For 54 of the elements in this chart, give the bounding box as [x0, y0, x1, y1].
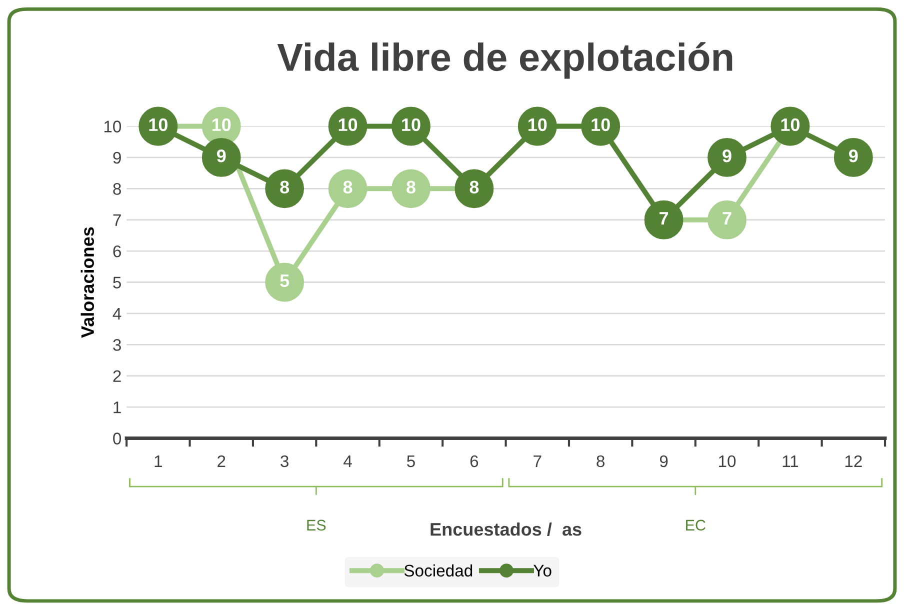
x-tick-label: 3 [280, 455, 288, 468]
y-tick-label: 0 [113, 432, 122, 444]
y-tick-label: 9 [113, 152, 121, 164]
data-label: 9 [849, 150, 858, 162]
data-label: 10 [338, 118, 358, 132]
x-axis-title: Encuestados / as [430, 522, 582, 536]
x-tick-label: 12 [845, 455, 862, 467]
data-label: 9 [216, 150, 226, 162]
y-tick-label: 4 [112, 308, 122, 320]
point [265, 169, 304, 208]
point [708, 200, 746, 240]
legend-label: Sociedad [404, 564, 472, 577]
x-tick-label: 7 [534, 456, 542, 467]
data-label: 8 [280, 180, 290, 194]
point [708, 138, 746, 177]
y-tick-label: 8 [113, 183, 121, 195]
x-tick-label: 6 [470, 455, 478, 468]
legend-label: Yo [534, 564, 552, 577]
x-tick-label: 5 [407, 456, 415, 468]
data-label: 7 [722, 212, 732, 225]
point [202, 138, 241, 177]
x-tick-label: 8 [596, 455, 605, 468]
x-tick-label: 9 [660, 455, 668, 468]
y-tick-label: 1 [114, 402, 121, 414]
chart-title: Vida libre de explotación [277, 42, 732, 79]
y-tick-label: 10 [104, 120, 122, 132]
x-tick-label: 1 [154, 456, 162, 467]
data-label: 8 [343, 180, 352, 194]
x-tick-label: 4 [344, 456, 352, 467]
x-tick-label: 11 [782, 456, 798, 467]
point [328, 169, 368, 208]
x-tick-label: 2 [218, 455, 226, 467]
data-label: 7 [660, 212, 668, 225]
data-label: 10 [402, 118, 420, 132]
x-tick-label: 10 [719, 455, 736, 468]
y-axis-title: Valoraciones [80, 227, 94, 338]
data-label: 10 [592, 118, 610, 132]
data-label: 5 [280, 274, 290, 288]
point [265, 262, 304, 302]
data-label: 8 [470, 180, 479, 194]
y-tick-label: 2 [113, 370, 121, 382]
y-tick-label: 6 [113, 245, 121, 258]
data-label: 10 [781, 118, 800, 132]
y-tick-label: 5 [113, 276, 121, 288]
data-label: 9 [722, 150, 732, 162]
data-label: 8 [406, 180, 416, 194]
data-label: 10 [212, 118, 231, 132]
point [392, 169, 430, 208]
text: ES [307, 520, 326, 531]
y-tick-label: 3 [113, 339, 121, 351]
data-label: 10 [528, 118, 547, 132]
y-tick-label: 7 [113, 214, 121, 226]
text: EC [686, 520, 706, 531]
data-label: 10 [149, 118, 168, 132]
